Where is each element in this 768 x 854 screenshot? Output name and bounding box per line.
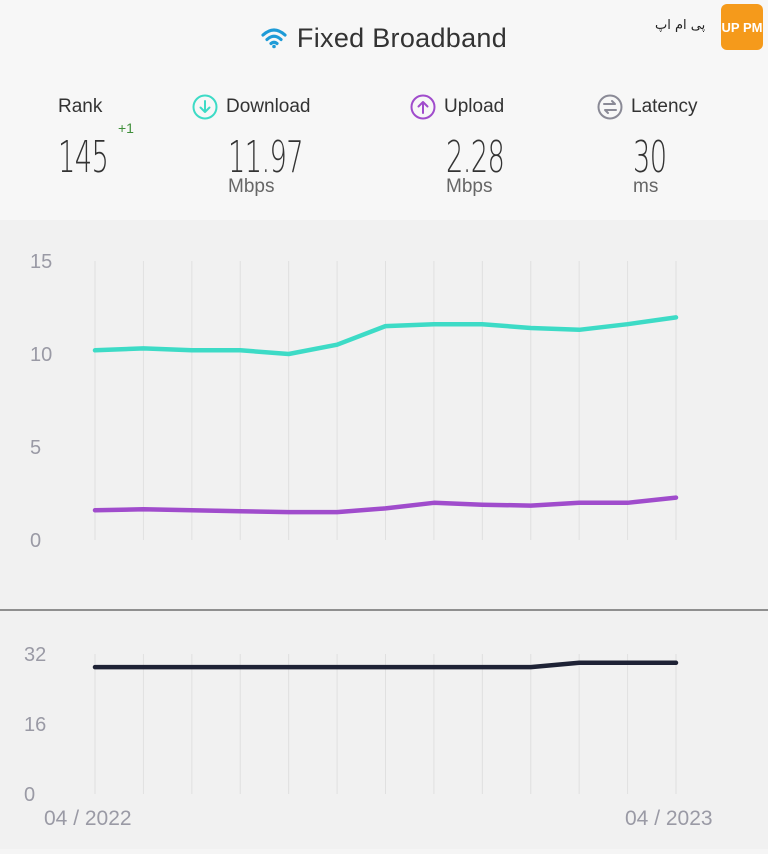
- speed-ytick-label: 5: [30, 437, 41, 459]
- download-unit: Mbps: [228, 176, 275, 197]
- logo-badge-text: UP PM: [721, 19, 763, 35]
- latency-value: 30: [633, 132, 667, 183]
- download-label: Download: [226, 96, 311, 117]
- metric-rank: Rank 145: [58, 92, 139, 182]
- latency-arrows-icon: [597, 94, 623, 120]
- logo-badge: UP PM: [721, 4, 763, 50]
- wifi-icon: [261, 28, 287, 49]
- site-logo: پی ام اپ UP PM: [655, 4, 765, 52]
- metric-upload: Upload 2.28 Mbps: [410, 92, 540, 198]
- metric-download: Download 11.97 Mbps: [192, 92, 349, 198]
- speed-charts: 15 10 5 0 32 16 0 04 / 2022 04 / 2023: [0, 251, 768, 830]
- download-series-line: [92, 315, 679, 357]
- upload-label: Upload: [444, 96, 505, 117]
- xtick-label-end: 04 / 2023: [625, 807, 713, 830]
- page-title: Fixed Broadband: [296, 22, 508, 53]
- header-panel: Fixed Broadband پی ام اپ UP PM Rank 145 …: [0, 0, 768, 220]
- download-arrow-icon: [192, 94, 218, 120]
- speed-ytick-label: 0: [30, 530, 41, 552]
- rank-label: Rank: [58, 96, 103, 117]
- title-row: Fixed Broadband: [0, 18, 768, 58]
- latency-ytick-label: 0: [24, 784, 35, 806]
- metric-latency: Latency 30 ms: [597, 92, 698, 198]
- upload-arrow-icon: [410, 94, 436, 120]
- rank-change-badge: +1: [118, 120, 134, 136]
- download-value: 11.97: [228, 132, 304, 183]
- upload-value: 2.28: [446, 132, 505, 183]
- logo-text: پی ام اپ: [655, 18, 706, 33]
- chart-area: 15 10 5 0 32 16 0 04 / 2022 04 / 2023: [0, 220, 768, 849]
- speed-ytick-label: 15: [30, 251, 52, 273]
- speed-ytick-label: 10: [30, 344, 52, 366]
- rank-value: 145: [58, 132, 109, 183]
- xtick-label-start: 04 / 2022: [44, 807, 132, 830]
- latency-series-line: [92, 660, 679, 670]
- upload-series-line: [92, 495, 679, 515]
- latency-ytick-label: 16: [24, 714, 46, 736]
- upload-unit: Mbps: [446, 176, 493, 197]
- latency-unit: ms: [633, 176, 659, 197]
- latency-label: Latency: [631, 96, 698, 117]
- latency-ytick-label: 32: [24, 644, 46, 666]
